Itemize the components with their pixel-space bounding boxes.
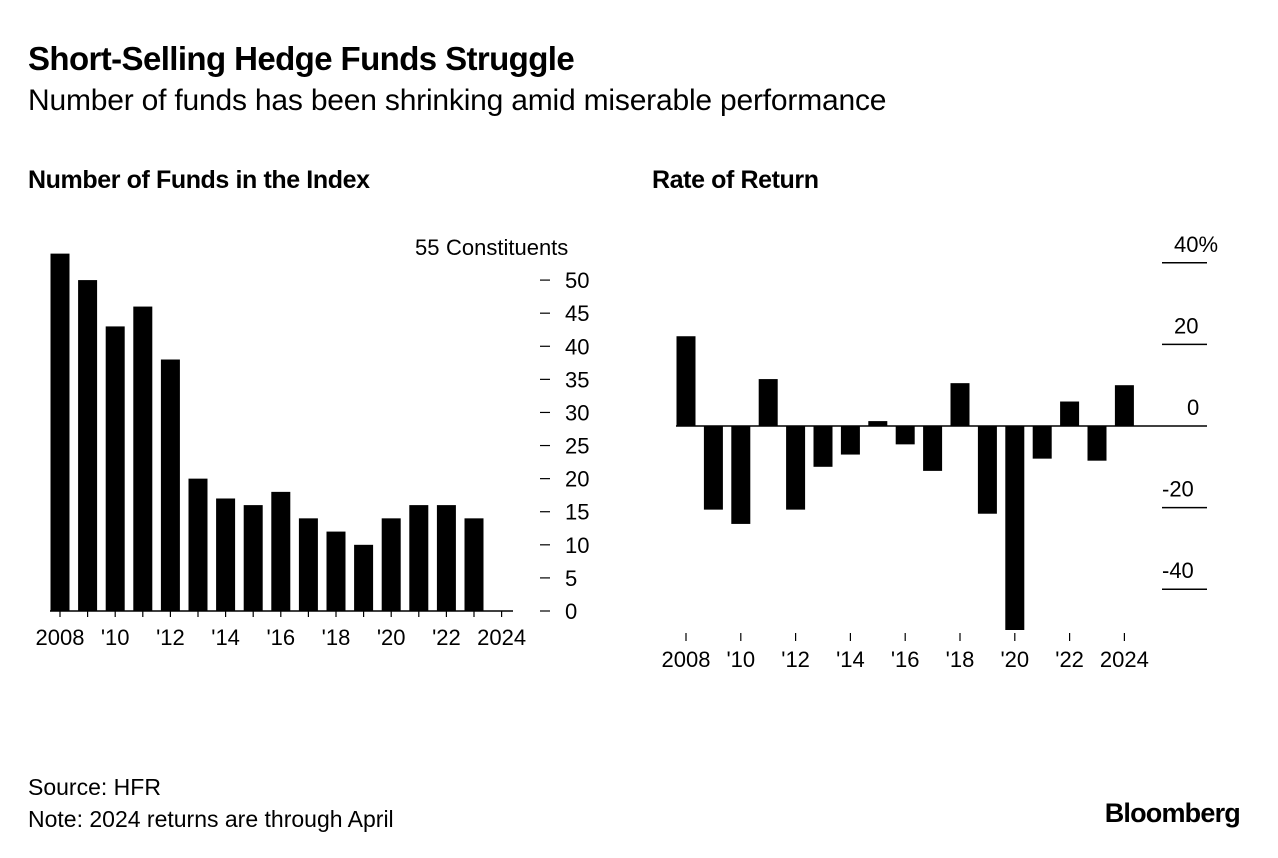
funds-y-label: 0 [565,599,577,624]
funds-x-label: '16 [266,625,295,650]
footnote: Note: 2024 returns are through April [28,806,394,832]
funds-y-label: 55 [415,235,439,260]
funds-y-label: 50 [565,268,589,293]
bloomberg-logo: Bloomberg [1104,798,1241,828]
funds-bar-2013 [188,478,208,611]
funds-y-label: 10 [565,533,589,558]
returns-bar-2024 [1114,385,1134,426]
funds-y-label: 25 [565,434,589,459]
funds-x-label: '12 [156,625,185,650]
returns-y-label: 0 [1187,395,1199,420]
returns-y-label: -40 [1162,558,1194,583]
funds-x-label: '18 [322,625,351,650]
returns-bar-2023 [1087,426,1107,461]
returns-bar-2013 [813,426,833,467]
funds-bar-2010 [105,326,125,611]
funds-y-label: 20 [565,467,589,492]
returns-bar-2022 [1060,401,1080,426]
funds-x-label: '22 [432,625,461,650]
funds-y-label: 30 [565,400,589,425]
returns-bar-2011 [758,379,778,426]
source-note: Source: HFR [28,774,161,800]
returns-x-label: '14 [836,647,865,672]
chart-subtitle: Number of funds has been shrinking amid … [28,84,887,117]
returns-y-label: -20 [1162,477,1194,502]
returns-x-label: '18 [946,647,975,672]
returns-bar-2009 [703,426,723,510]
funds-bar-2009 [78,280,98,611]
returns-bar-2015 [868,421,888,426]
funds-x-label: '14 [211,625,240,650]
returns-x-label: 2008 [662,647,711,672]
returns-bar-2019 [977,426,997,514]
returns-bar-2018 [950,383,970,426]
funds-bar-2016 [271,491,291,611]
funds-bar-2014 [216,498,236,611]
funds-bar-2011 [133,306,153,611]
funds-y-label: 40 [565,334,589,359]
returns-bar-2010 [731,426,751,524]
funds-y-label: 45 [565,301,589,326]
funds-bar-2022 [436,505,456,611]
funds-y-unit: Constituents [446,235,568,260]
returns-bar-2016 [895,426,915,445]
funds-bar-2015 [243,505,263,611]
funds-x-label: 2024 [477,625,526,650]
returns-bar-2014 [840,426,860,455]
funds-bar-2017 [298,518,318,611]
returns-x-label: '12 [781,647,810,672]
returns-y-label: 40% [1174,232,1218,257]
returns-bar-2021 [1032,426,1052,459]
returns-bar-2017 [923,426,943,471]
funds-bar-2021 [409,505,429,611]
funds-bar-2008 [50,253,70,612]
funds-panel-title: Number of Funds in the Index [28,166,370,194]
returns-bar-2008 [676,336,696,426]
returns-x-label: 2024 [1100,647,1149,672]
returns-x-label: '22 [1055,647,1084,672]
funds-y-label: 5 [565,566,577,591]
funds-bar-2019 [354,544,374,611]
funds-bar-2012 [160,359,180,611]
funds-x-label: 2008 [36,625,85,650]
funds-bar-2018 [326,531,346,611]
funds-bar-chart: 2008 '10 '12 '14 '16 '18 '20 '22 2024 0 5 10 15 20 25 3… [36,235,590,650]
returns-y-label: 20 [1174,313,1198,338]
returns-panel-title: Rate of Return [652,166,819,194]
returns-bar-2020 [1005,426,1025,630]
funds-y-label: 15 [565,500,589,525]
funds-bar-2020 [381,518,401,611]
returns-x-label: '16 [891,647,920,672]
funds-x-label: '20 [377,625,406,650]
returns-x-label: '10 [726,647,755,672]
returns-x-label: '20 [1000,647,1029,672]
chart-title: Short-Selling Hedge Funds Struggle [28,40,575,77]
funds-bar-2023 [464,518,484,611]
funds-x-label: '10 [101,625,130,650]
funds-y-label: 35 [565,367,589,392]
returns-bar-2012 [786,426,806,510]
